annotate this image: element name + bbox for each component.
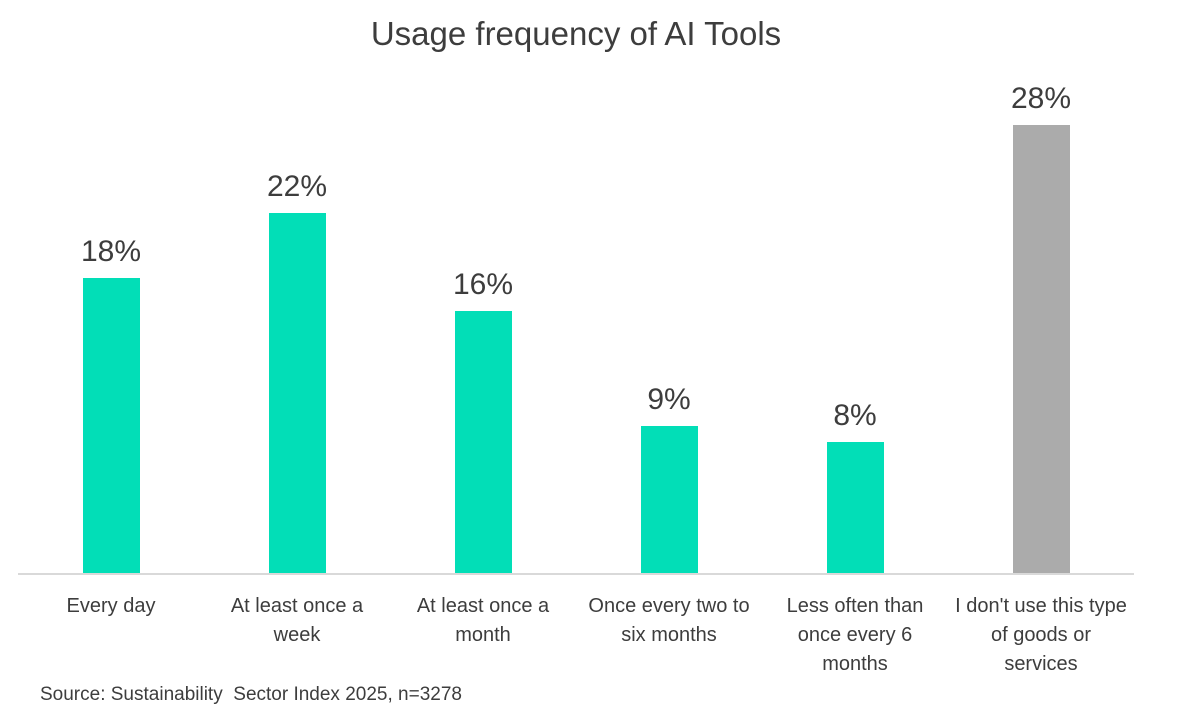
bar <box>268 213 326 573</box>
bar-slot: 18% <box>18 82 204 573</box>
x-axis-category-label: Less often than once every 6 months <box>786 595 924 675</box>
bar <box>640 426 698 573</box>
chart-title: Usage frequency of AI Tools <box>370 15 782 52</box>
bar <box>826 442 884 573</box>
bar-value-label: 18% <box>80 235 142 268</box>
bar <box>82 278 140 573</box>
x-axis-category-label: Every day <box>66 595 156 617</box>
bar-value-label: 8% <box>833 399 877 432</box>
bar-slot: 16% <box>390 82 576 573</box>
x-axis-category-label: I don't use this type of goods or servic… <box>955 595 1127 675</box>
bar-slot: 22% <box>204 82 390 573</box>
bar-value-label: 22% <box>266 170 328 203</box>
plot-area: 18% 22% 16% 9% 8% 28% <box>18 82 1134 573</box>
bar <box>454 311 512 573</box>
x-axis-category-label: Once every two to six months <box>588 595 750 646</box>
bar-value-label: 9% <box>647 383 691 416</box>
bar <box>1012 125 1070 573</box>
x-axis-labels: Every day At least once a week At least on… <box>18 575 1134 680</box>
bar-value-label: 16% <box>452 268 514 301</box>
x-axis-category-label: At least once a week <box>230 595 364 646</box>
source-note: Source: Sustainability Sector Index 2025… <box>40 684 462 705</box>
x-axis-category-label: At least once a month <box>416 595 550 646</box>
bar-slot: 8% <box>762 82 948 573</box>
bar-slot: 9% <box>576 82 762 573</box>
x-axis-line <box>18 573 1134 575</box>
bar-slot: 28% <box>948 82 1134 573</box>
bar-value-label: 28% <box>1010 82 1072 115</box>
